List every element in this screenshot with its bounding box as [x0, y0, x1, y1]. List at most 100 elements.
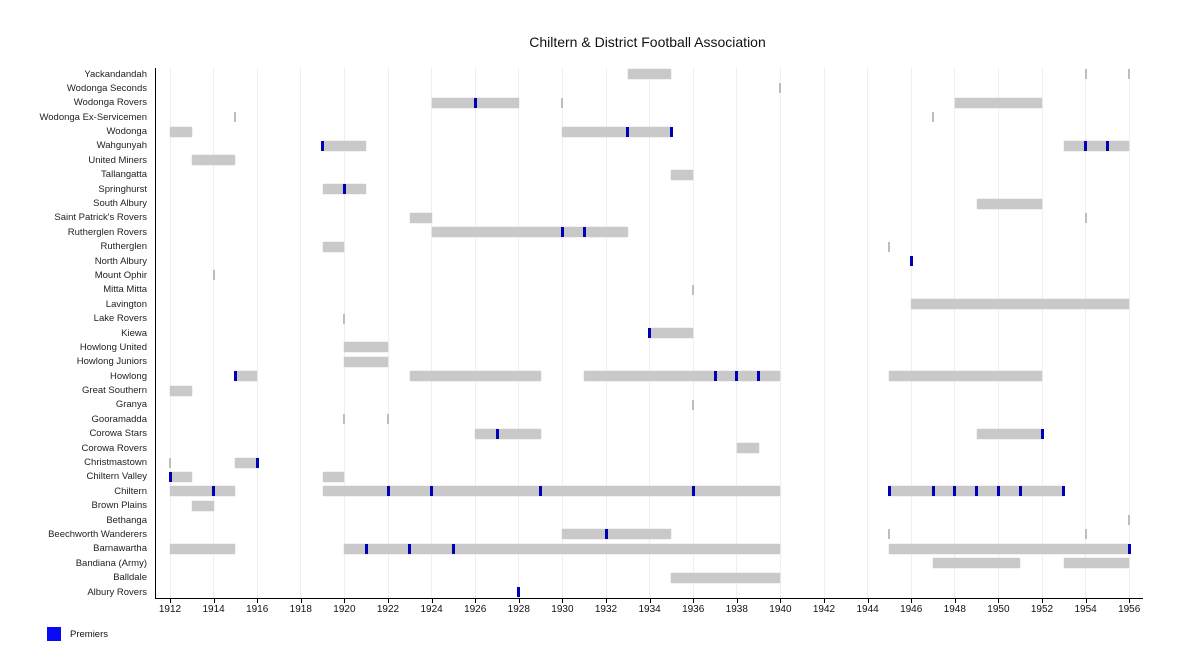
membership-bar [170, 471, 192, 482]
x-axis-tick [954, 599, 956, 603]
x-axis-tick [475, 599, 477, 603]
gridline [431, 68, 433, 598]
x-tick-label: 1956 [1118, 604, 1141, 615]
premier-tick [539, 486, 543, 497]
membership-bar [344, 543, 781, 554]
club-label: Howlong [110, 370, 147, 382]
x-tick-label: 1946 [900, 604, 923, 615]
x-axis-tick [300, 599, 302, 603]
chart-title: Chiltern & District Football Association [529, 34, 766, 50]
x-tick-label: 1940 [769, 604, 792, 615]
gridline [387, 68, 389, 598]
x-tick-label: 1938 [725, 604, 748, 615]
x-tick-label: 1920 [333, 604, 356, 615]
short-stint-tick [692, 399, 695, 410]
premier-tick [604, 529, 608, 540]
premier-tick [1084, 140, 1088, 151]
club-label: United Miners [88, 154, 147, 166]
x-tick-label: 1942 [812, 604, 836, 615]
club-label: North Albury [94, 255, 147, 267]
premier-tick [168, 471, 172, 482]
premier-tick [648, 328, 652, 338]
gridline [256, 68, 258, 598]
club-label: Rutherglen [100, 241, 147, 253]
club-label: Granya [115, 399, 147, 411]
short-stint-tick [343, 313, 346, 324]
membership-bar [409, 371, 541, 382]
membership-bar [562, 529, 672, 540]
premier-tick [321, 140, 325, 151]
club-label: Howlong United [79, 341, 147, 353]
gridline [823, 68, 825, 598]
short-stint-tick [169, 457, 171, 468]
club-label: Beechworth Wanderers [48, 528, 147, 540]
premier-tick [473, 97, 477, 108]
membership-bar [649, 328, 694, 338]
membership-bar [976, 198, 1042, 209]
x-tick-label: 1930 [551, 604, 574, 615]
club-label: Christmastown [84, 457, 147, 468]
premier-tick [1127, 543, 1131, 554]
club-label: Wodonga [106, 126, 148, 138]
x-tick-label: 1916 [246, 604, 269, 615]
membership-bar [627, 69, 672, 79]
y-axis-line [155, 68, 156, 598]
club-label: Chiltern Valley [86, 471, 147, 483]
gridline [867, 68, 869, 598]
short-stint-tick [1128, 69, 1131, 79]
x-axis-tick [693, 599, 695, 603]
x-tick-label: 1924 [420, 604, 443, 615]
x-axis-tick [170, 599, 171, 603]
gridline [779, 68, 781, 598]
x-axis-tick [562, 599, 564, 603]
club-label: Yackandandah [84, 68, 147, 80]
x-tick-label: 1948 [943, 604, 966, 615]
x-axis-tick [518, 599, 520, 603]
gridline [1128, 68, 1130, 598]
gridline [692, 68, 694, 598]
club-label: Gooramadda [91, 413, 147, 425]
club-label: Wodonga Seconds [66, 82, 147, 94]
x-tick-label: 1954 [1074, 604, 1097, 615]
premier-tick [386, 486, 390, 497]
gridline [1041, 68, 1043, 598]
membership-bar [170, 385, 192, 396]
premiers-legend-label: Premiers [70, 629, 109, 640]
membership-bar [671, 572, 781, 583]
club-label: Kiewa [121, 327, 147, 339]
membership-bar [344, 342, 388, 353]
x-axis-tick [606, 599, 607, 603]
x-tick-label: 1928 [507, 604, 530, 615]
short-stint-tick [888, 529, 891, 540]
membership-bar [671, 169, 694, 180]
club-label: Rutherglen Rovers [67, 226, 147, 238]
x-axis-tick [257, 599, 259, 603]
membership-bar [933, 558, 1021, 569]
short-stint-tick [1084, 212, 1087, 223]
gridline [736, 68, 738, 598]
gridline [997, 68, 999, 598]
x-tick-label: 1912 [158, 604, 182, 615]
gridline [343, 68, 345, 598]
club-label: Howlong Juniors [76, 356, 147, 368]
club-label: South Albury [93, 198, 147, 209]
membership-bar [911, 299, 1130, 310]
gridline [954, 68, 956, 598]
premier-tick [713, 371, 717, 382]
membership-bar [322, 471, 345, 482]
premier-tick [691, 486, 695, 497]
short-stint-tick [888, 241, 891, 252]
premier-tick [931, 486, 935, 497]
x-axis-tick [388, 599, 389, 603]
membership-bar [191, 155, 236, 166]
membership-bar [322, 241, 345, 252]
premier-tick [1105, 140, 1109, 151]
premier-tick [560, 227, 564, 238]
club-label: Mount Ophir [94, 269, 147, 281]
short-stint-tick [779, 83, 782, 94]
premier-tick [1040, 428, 1044, 439]
club-label: Wahgunyah [96, 140, 147, 152]
gridline [1085, 68, 1087, 598]
membership-bar [322, 486, 781, 497]
gridline [910, 68, 912, 598]
